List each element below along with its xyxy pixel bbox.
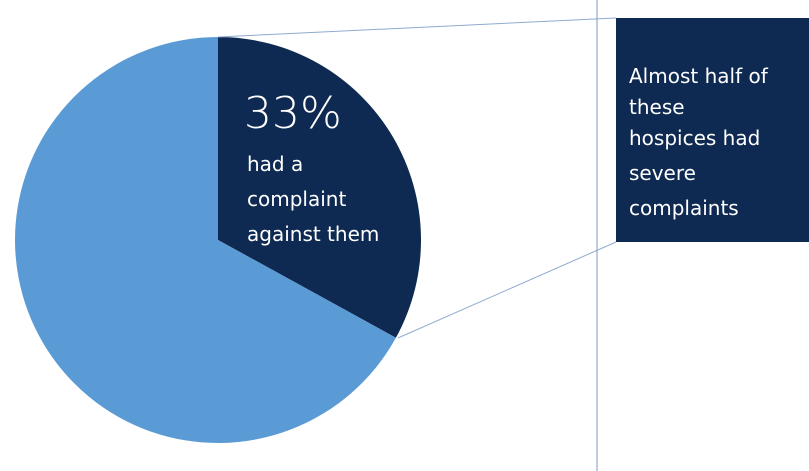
callout-connector-top [217,17,617,38]
callout-text: Almost half of these hospices had severe… [629,64,769,220]
callout-box [616,18,809,242]
callout-line: Almost half of [629,64,769,88]
callout-line: hospices had [629,126,760,150]
slice-labels: 33% had a complaint against them [244,88,379,246]
callout-line: complaints [629,196,739,220]
pie-slice-highlighted [218,37,422,338]
slice-text-line: against them [247,222,379,246]
callout-line: these [629,95,685,119]
callout-line: severe [629,161,696,185]
slice-text-line: complaint [247,187,346,211]
pie-slice-remainder [14,37,396,443]
callout-connector-bottom [397,241,617,339]
slice-percent-label: 33% [244,88,342,139]
pie-chart [14,37,422,443]
slice-text-line: had a [247,152,303,176]
